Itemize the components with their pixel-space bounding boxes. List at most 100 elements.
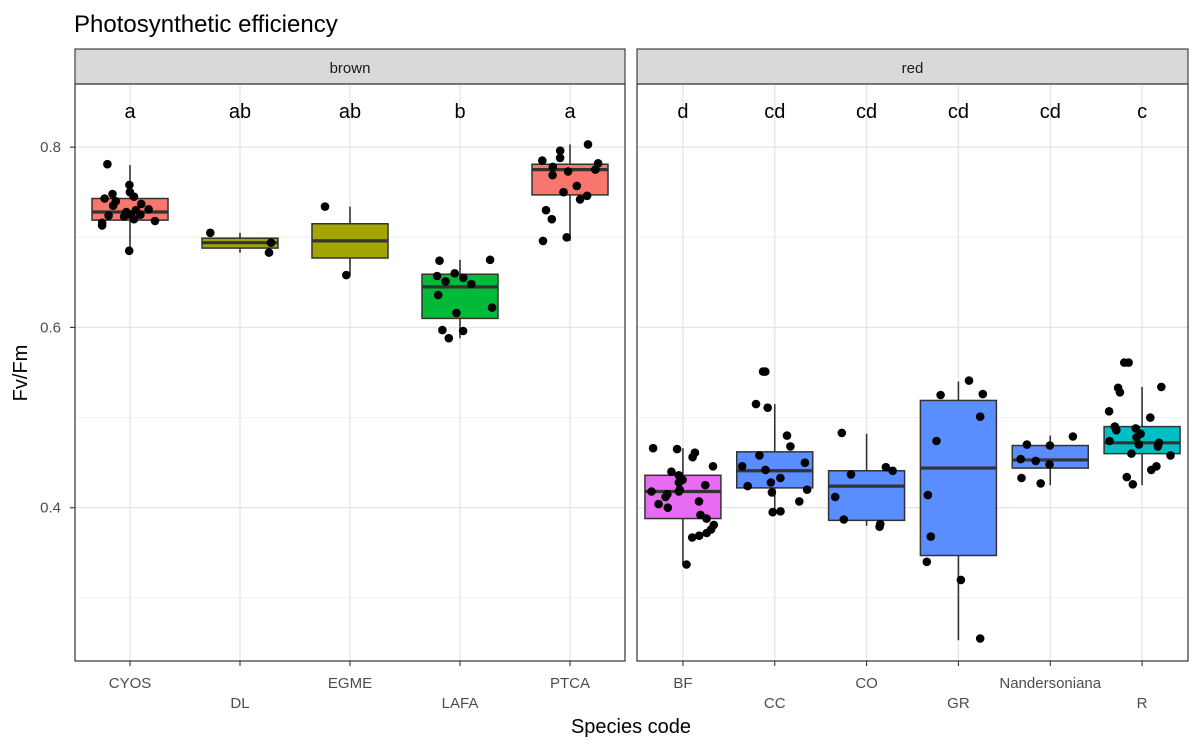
- data-point: [452, 308, 461, 318]
- data-point: [136, 210, 145, 219]
- x-tick-label: GR: [947, 695, 970, 712]
- data-point: [266, 238, 276, 247]
- data-point: [1153, 442, 1163, 451]
- data-point: [467, 279, 476, 289]
- box-group-BF: d: [644, 101, 722, 569]
- data-point: [555, 146, 565, 155]
- data-point: [555, 153, 565, 163]
- data-point: [559, 187, 568, 197]
- data-point: [761, 465, 770, 475]
- data-point: [485, 255, 495, 265]
- y-tick-label: 0.8: [40, 139, 61, 156]
- panel-border: [74, 83, 626, 662]
- data-point: [450, 269, 460, 278]
- data-point: [458, 326, 468, 336]
- data-point: [1112, 425, 1121, 435]
- data-point: [761, 367, 770, 376]
- panel-brown: brown a CYOS ab DL ab EGME b LAFA a PTCA: [74, 48, 626, 712]
- data-point: [936, 390, 945, 400]
- data-point: [119, 212, 129, 221]
- data-point: [1045, 460, 1054, 469]
- significance-letter: ab: [339, 101, 361, 123]
- data-point: [776, 507, 785, 516]
- data-point: [547, 214, 557, 224]
- data-point: [108, 189, 117, 199]
- data-point: [661, 492, 670, 502]
- data-point: [881, 462, 891, 472]
- significance-letter: cd: [856, 101, 877, 123]
- data-point: [648, 443, 658, 453]
- data-point: [104, 211, 113, 220]
- data-point: [206, 228, 215, 238]
- box-group-CC: cd: [736, 101, 814, 517]
- box-group-PTCA: a: [531, 101, 609, 246]
- data-point: [575, 195, 585, 204]
- data-point: [922, 557, 932, 567]
- x-tick-label: CO: [855, 675, 878, 692]
- strip-label: brown: [330, 60, 371, 77]
- y-axis-title: Fv/Fm: [10, 345, 32, 402]
- y-tick-label: 0.4: [40, 500, 61, 517]
- data-point: [672, 444, 682, 454]
- data-point: [441, 277, 450, 286]
- data-point: [97, 221, 107, 230]
- y-axis-ticks: 0.4 0.6 0.8: [40, 139, 75, 517]
- data-point: [654, 499, 663, 509]
- significance-letter: a: [564, 101, 576, 123]
- box-group-CO: cd: [827, 101, 906, 531]
- data-point: [830, 492, 840, 502]
- data-point: [694, 531, 704, 540]
- data-point: [103, 159, 112, 169]
- data-point: [438, 325, 447, 335]
- strip-label: red: [902, 60, 924, 77]
- data-point: [562, 233, 571, 242]
- data-point: [144, 205, 153, 214]
- significance-letter: a: [124, 101, 136, 123]
- data-point: [802, 485, 812, 495]
- box-group-CYOS: a: [91, 101, 169, 256]
- data-point: [538, 236, 548, 246]
- data-point: [1068, 432, 1078, 441]
- data-point: [320, 202, 330, 211]
- data-point: [1036, 479, 1045, 488]
- y-tick-label: 0.6: [40, 319, 61, 336]
- data-point: [541, 205, 551, 215]
- box-group-LAFA: b: [421, 101, 499, 343]
- data-point: [1157, 382, 1166, 392]
- data-point: [786, 442, 795, 451]
- data-point: [1166, 451, 1175, 460]
- x-tick-label: DL: [230, 695, 249, 712]
- box-group-DL: ab: [201, 101, 279, 257]
- data-point: [150, 216, 160, 226]
- data-point: [435, 256, 444, 266]
- data-point: [687, 533, 697, 542]
- data-point: [137, 199, 146, 209]
- significance-letter: d: [677, 101, 688, 123]
- data-point: [737, 462, 747, 471]
- data-point: [701, 480, 710, 490]
- data-point: [768, 507, 777, 517]
- data-point: [125, 187, 135, 197]
- data-point: [1124, 358, 1133, 367]
- data-point: [1017, 473, 1026, 483]
- data-point: [129, 214, 139, 224]
- data-point: [932, 436, 941, 446]
- data-point: [846, 470, 856, 479]
- significance-letter: cd: [948, 101, 969, 123]
- panels: brown a CYOS ab DL ab EGME b LAFA a PTCA red d BF cd CC…: [74, 48, 1189, 712]
- data-point: [1105, 436, 1114, 446]
- data-point: [538, 156, 547, 165]
- significance-letter: ab: [229, 101, 251, 123]
- data-point: [978, 389, 988, 399]
- data-point: [124, 246, 134, 256]
- data-point: [1104, 407, 1114, 416]
- data-point: [782, 431, 792, 440]
- data-point: [548, 162, 558, 172]
- box: [827, 470, 906, 522]
- data-point: [1016, 454, 1025, 464]
- data-point: [1128, 480, 1138, 489]
- x-axis-title: Species code: [571, 716, 691, 738]
- x-tick-label: R: [1137, 695, 1148, 712]
- box-group-R: c: [1103, 101, 1181, 489]
